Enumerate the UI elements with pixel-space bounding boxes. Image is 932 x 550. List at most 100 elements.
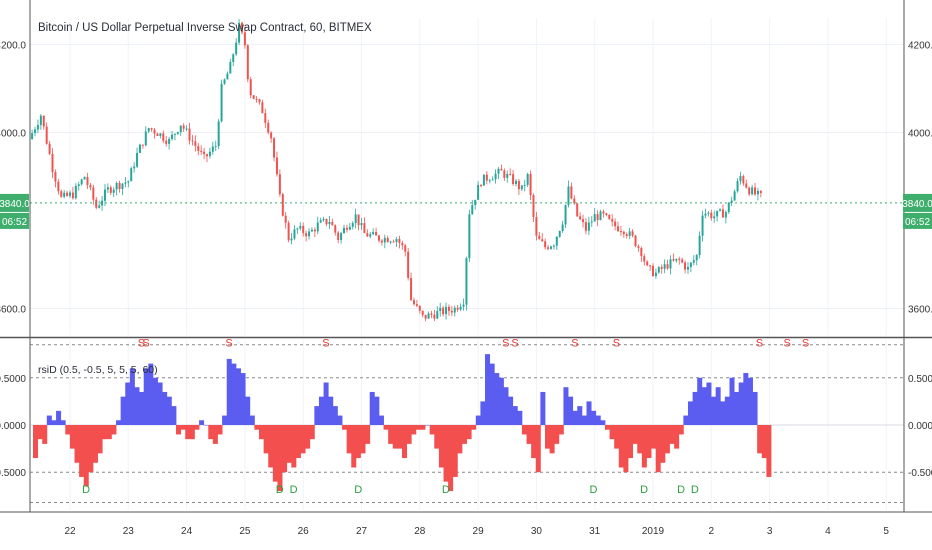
candle-body xyxy=(246,45,249,80)
candle-body xyxy=(412,300,415,305)
indicator-bar xyxy=(46,415,52,425)
candle-body xyxy=(147,128,150,132)
indicator-bar xyxy=(757,425,763,454)
indicator-markers: SS S S S S S S S S SD D D D D D D DD xyxy=(82,338,809,496)
candle-body xyxy=(337,232,340,240)
indicator-bar xyxy=(309,425,315,440)
candle-body xyxy=(194,141,197,147)
candle-body xyxy=(631,231,634,236)
candle-body xyxy=(153,129,156,134)
candle-body xyxy=(173,133,176,135)
candle-body xyxy=(71,192,74,199)
sell-marker: S xyxy=(571,338,578,350)
candle-body xyxy=(267,122,270,133)
candle-body xyxy=(436,311,439,319)
candle-body xyxy=(115,183,118,190)
buy-marker: D xyxy=(354,484,362,496)
candle-body xyxy=(255,98,258,100)
indicator-bar xyxy=(411,425,417,435)
x-tick-label: 31 xyxy=(589,526,601,537)
indicator-bar xyxy=(162,391,168,425)
buy-marker: D xyxy=(276,484,284,496)
indicator-bar xyxy=(282,425,288,473)
candle-body xyxy=(459,306,462,310)
candle-body xyxy=(377,235,380,241)
candle-body xyxy=(124,182,127,184)
indicator-bar xyxy=(660,425,666,463)
candle-body xyxy=(555,236,558,246)
candle-body xyxy=(118,183,121,189)
candle-body xyxy=(36,124,39,130)
candle-body xyxy=(136,152,139,167)
indicator-bar xyxy=(332,406,338,425)
candle-body xyxy=(171,134,174,139)
candle-body xyxy=(162,133,165,141)
indicator-bar xyxy=(420,425,426,430)
candle-body xyxy=(127,181,130,183)
candle-body xyxy=(477,185,480,200)
indicator-bar xyxy=(664,425,670,454)
candle-body xyxy=(54,172,57,182)
candle-body xyxy=(290,238,293,241)
candle-body xyxy=(433,314,436,319)
candle-body xyxy=(354,214,357,224)
candle-body xyxy=(692,260,695,263)
candle-body xyxy=(51,153,54,173)
indicator-bar xyxy=(697,377,703,425)
indicator-bar xyxy=(388,425,394,444)
price-tick-label-left: 3600.0 xyxy=(0,305,26,316)
candle-body xyxy=(176,132,179,134)
indicator-bar xyxy=(549,425,555,454)
candle-body xyxy=(121,183,124,189)
candle-body xyxy=(208,151,211,157)
indicator-bar xyxy=(586,401,592,425)
indicator-bar xyxy=(300,425,306,454)
indicator-bar xyxy=(618,425,624,468)
indicator-bar xyxy=(738,382,744,425)
candle-body xyxy=(701,215,704,236)
indicator-bar xyxy=(568,396,574,425)
candle-body xyxy=(200,150,203,152)
buy-marker: D xyxy=(640,484,648,496)
candle-body xyxy=(74,185,77,199)
candle-body xyxy=(299,225,302,229)
candle-body xyxy=(509,173,512,175)
indicator-bar xyxy=(604,425,610,430)
candle-body xyxy=(63,192,66,197)
candle-body xyxy=(348,226,351,230)
candle-body xyxy=(707,212,710,214)
candle-body xyxy=(552,245,555,247)
candle-body xyxy=(372,232,375,235)
indicator-bar xyxy=(734,391,740,425)
indicator-bar xyxy=(512,406,518,425)
indicator-bar xyxy=(217,425,223,435)
candle-body xyxy=(672,259,675,261)
candle-body xyxy=(331,222,334,226)
x-tick-label: 3 xyxy=(767,526,773,537)
sell-marker: S xyxy=(613,338,620,350)
candle-body xyxy=(275,157,278,175)
indicator-bar xyxy=(365,425,371,444)
candle-body xyxy=(719,209,722,211)
indicator-bar xyxy=(521,425,527,435)
indicator-bar xyxy=(425,425,431,426)
buy-marker: D xyxy=(82,484,90,496)
candle-body xyxy=(488,180,491,182)
candle-body xyxy=(418,305,421,311)
candle-body xyxy=(529,173,532,196)
indicator-bar xyxy=(489,363,495,425)
candle-body xyxy=(724,212,727,218)
indicator-bar xyxy=(434,425,440,449)
candle-body xyxy=(144,131,147,146)
candle-body xyxy=(133,166,136,169)
candle-body xyxy=(564,205,567,225)
candle-body xyxy=(538,235,541,240)
candle-body xyxy=(587,222,590,231)
indicator-bar xyxy=(724,396,730,425)
candle-body xyxy=(596,214,599,221)
indicator-bar xyxy=(761,425,767,459)
candle-body xyxy=(605,213,608,216)
indicator-bar xyxy=(480,401,486,425)
indicator-bar xyxy=(526,425,532,444)
